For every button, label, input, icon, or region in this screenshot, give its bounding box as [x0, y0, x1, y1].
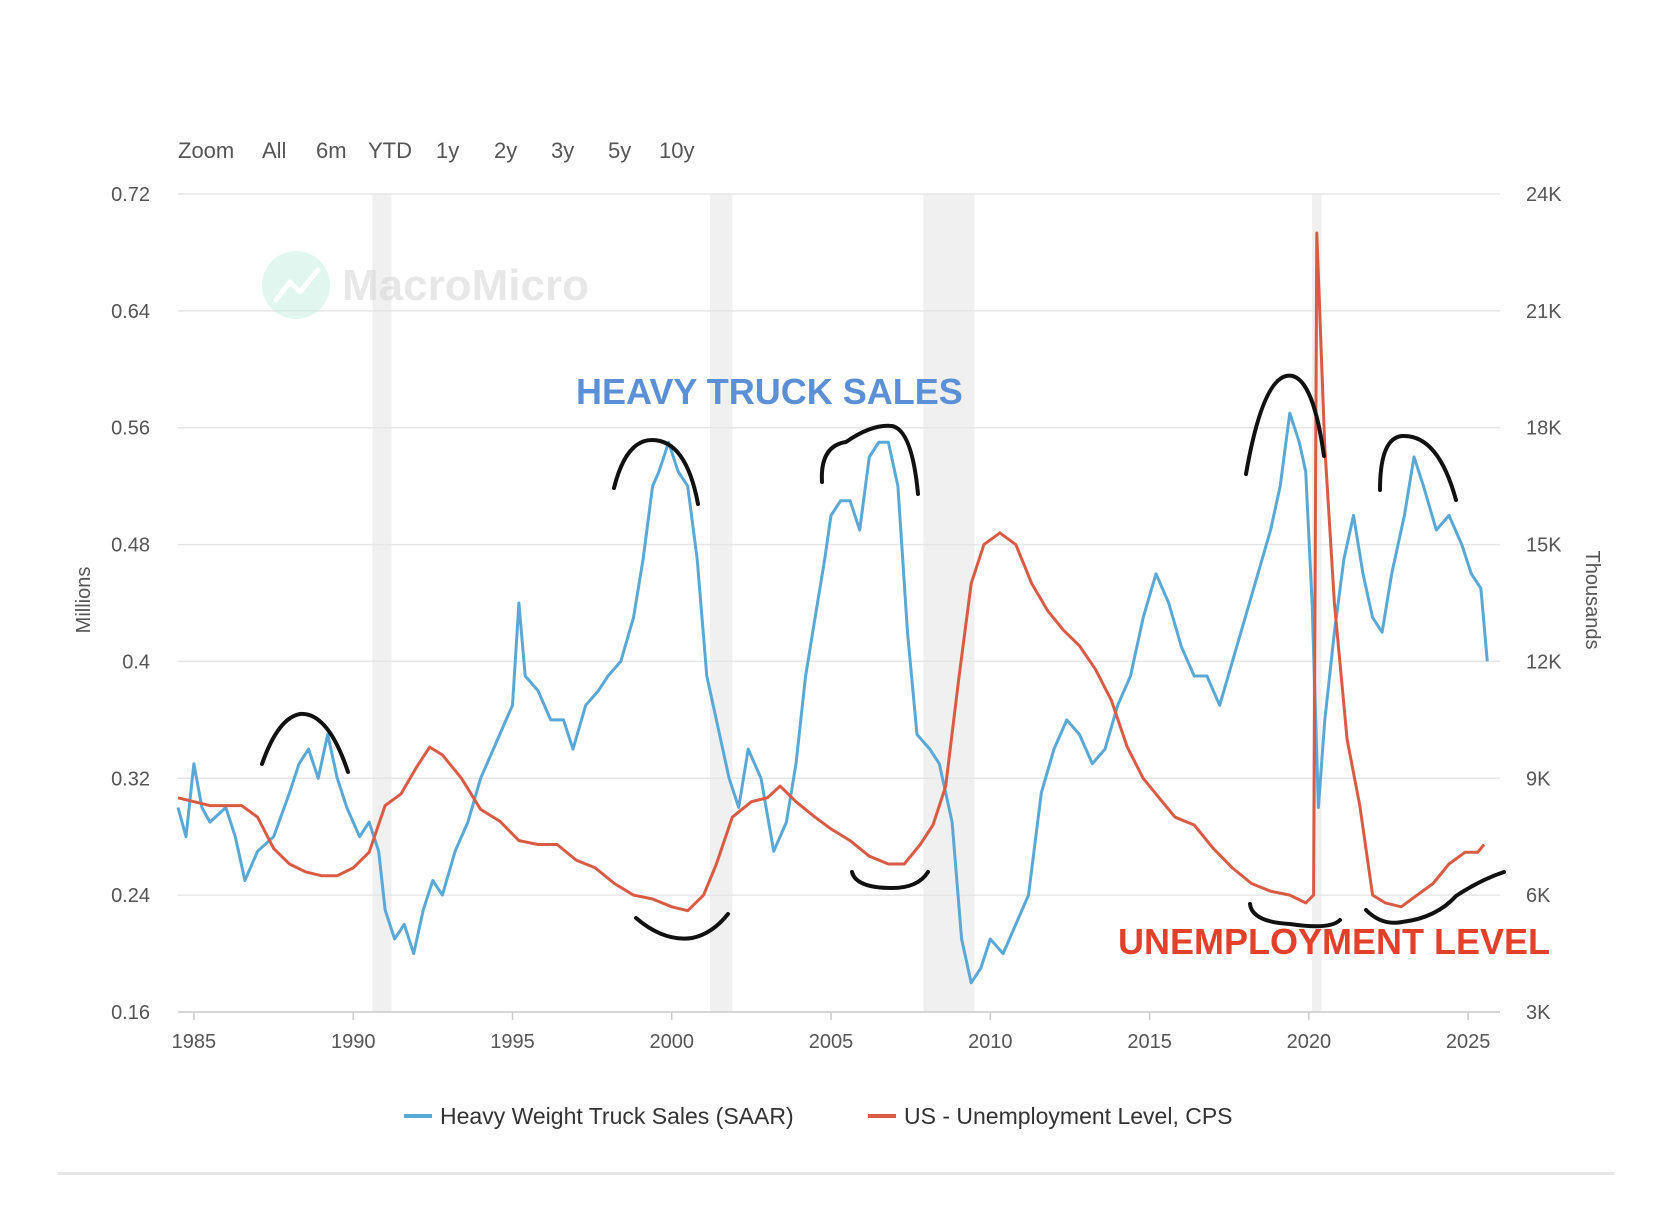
truck-annotation: HEAVY TRUCK SALES [576, 371, 963, 412]
zoom-ytd-button[interactable]: YTD [368, 138, 412, 163]
x-tick-label: 1985 [172, 1031, 217, 1053]
trough-arc-2019 [1248, 902, 1342, 929]
x-tick-label: 2005 [809, 1031, 854, 1053]
peak-arc-1988 [260, 711, 350, 774]
unemployment-annotation: UNEMPLOYMENT LEVEL [1118, 921, 1550, 962]
right-axis-title: Thousands [1581, 551, 1603, 650]
left-tick-label: 0.4 [122, 651, 150, 673]
recession-band-0 [372, 194, 392, 1012]
zoom-5y-button[interactable]: 5y [608, 138, 631, 163]
left-tick-label: 0.56 [111, 418, 150, 440]
legend-item-truck[interactable]: Heavy Weight Truck Sales (SAAR) [404, 1103, 794, 1129]
zoom-1y-button[interactable]: 1y [436, 138, 459, 163]
recession-band-2 [923, 194, 975, 1012]
right-tick-label: 18K [1526, 418, 1562, 440]
peak-arc-2019 [1244, 373, 1326, 476]
x-tick-label: 2015 [1127, 1031, 1172, 1053]
left-tick-label: 0.32 [111, 768, 150, 790]
left-tick-label: 0.64 [111, 301, 150, 323]
watermark: MacroMicro [262, 251, 589, 319]
legend-label-unemployment: US - Unemployment Level, CPS [904, 1103, 1233, 1129]
zoom-6m-button[interactable]: 6m [316, 138, 347, 163]
peak-arc-2006 [819, 423, 920, 496]
peak-arc-2000 [612, 437, 700, 506]
zoom-3y-button[interactable]: 3y [551, 138, 574, 163]
watermark-logo-mark [273, 267, 321, 303]
right-tick-label: 9K [1526, 768, 1551, 790]
right-tick-label: 3K [1526, 1002, 1551, 1024]
watermark-text: MacroMicro [342, 261, 589, 310]
trough-arc-2000 [634, 912, 730, 941]
left-tick-label: 0.24 [111, 885, 150, 907]
axes: 0.16 0.24 0.32 0.4 0.48 0.56 0.64 0.72 3K 6K 9K 12K… [111, 184, 1562, 1053]
recession-bands [372, 194, 1322, 1012]
series-line-truck-sales [176, 411, 1489, 985]
series-line-unemployment [177, 231, 1486, 913]
x-tick-label: 2000 [650, 1031, 695, 1053]
highlight-marks [260, 373, 1506, 941]
x-tick-label: 2020 [1287, 1031, 1332, 1053]
right-tick-label: 24K [1526, 184, 1562, 206]
recession-band-3 [1312, 194, 1322, 1012]
left-tick-label: 0.48 [111, 535, 150, 557]
left-axis-title: Millions [73, 567, 95, 634]
zoom-all-button[interactable]: All [262, 138, 286, 163]
left-tick-label: 0.72 [111, 184, 150, 206]
trough-arc-2006 [850, 870, 930, 891]
series-lines [176, 231, 1489, 985]
right-tick-label: 21K [1526, 301, 1562, 323]
x-tick-label: 1995 [490, 1031, 535, 1053]
legend-label-truck: Heavy Weight Truck Sales (SAAR) [440, 1103, 794, 1129]
zoom-10y-button[interactable]: 10y [659, 138, 694, 163]
x-tick-label: 2010 [968, 1031, 1013, 1053]
zoom-label: Zoom [178, 138, 234, 163]
legend: Heavy Weight Truck Sales (SAAR) US - Une… [404, 1103, 1233, 1129]
trough-arc-2023 [1364, 870, 1506, 925]
recession-band-1 [709, 194, 733, 1012]
left-tick-label: 0.16 [111, 1002, 150, 1024]
peak-arc-2023 [1378, 433, 1458, 502]
right-tick-label: 15K [1526, 535, 1562, 557]
x-tick-label: 1990 [331, 1031, 376, 1053]
zoom-2y-button[interactable]: 2y [494, 138, 517, 163]
x-tick-label: 2025 [1446, 1031, 1491, 1053]
legend-item-unemployment[interactable]: US - Unemployment Level, CPS [868, 1103, 1233, 1129]
range-selector: Zoom All 6m YTD 1y 2y 3y 5y 10y [178, 138, 694, 163]
right-tick-label: 12K [1526, 651, 1562, 673]
right-tick-label: 6K [1526, 885, 1551, 907]
bottom-divider [58, 1172, 1614, 1175]
